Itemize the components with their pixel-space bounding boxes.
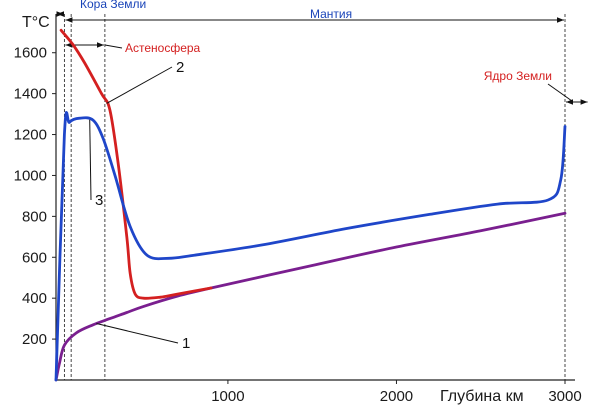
boundary-lines	[63, 14, 566, 380]
series-line-3	[54, 111, 567, 382]
axes	[52, 14, 575, 384]
x-tick-label: 2000	[380, 388, 413, 405]
curve-number-2: 2	[176, 59, 184, 76]
callout-leader	[106, 66, 173, 104]
curve-number-callouts: 1 2 3	[89, 59, 190, 352]
y-axis-label: T°C	[22, 14, 50, 31]
series-lines	[54, 28, 567, 382]
region-leader	[547, 83, 573, 102]
x-tick-label: 1000	[211, 388, 244, 405]
series-line-2	[59, 28, 213, 300]
x-tick-label: 3000	[548, 388, 581, 405]
y-tick-label: 800	[22, 208, 47, 225]
region-leader	[104, 44, 123, 49]
curve-number-3: 3	[95, 192, 103, 209]
region-label: Кора Земли	[80, 0, 146, 11]
y-tick-label: 400	[22, 290, 47, 307]
y-tick-label: 200	[22, 331, 47, 348]
y-tick-label: 1400	[14, 86, 47, 103]
y-tick-label: 1000	[14, 167, 47, 184]
y-tick-label: 600	[22, 249, 47, 266]
region-label: Астеносфера	[125, 41, 201, 55]
callout-leader	[96, 323, 179, 344]
series-line-1	[54, 211, 567, 382]
y-tick-label: 1200	[14, 127, 47, 144]
x-axis-label: Глубина км	[440, 388, 524, 405]
curve-number-1: 1	[182, 335, 190, 352]
region-label: Ядро Земли	[484, 69, 552, 83]
region-label: Мантия	[310, 7, 352, 21]
tick-labels: 200 400 600 800 1000 1200 1400 1600 1000 2000 3000	[14, 45, 582, 405]
y-tick-label: 1600	[14, 45, 47, 62]
region-labels: Кора Земли Мантия Астеносфера Ядро Земли	[56, 0, 588, 105]
callout-leader	[89, 119, 92, 201]
